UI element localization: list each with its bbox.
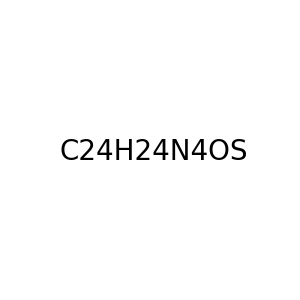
Text: C24H24N4OS: C24H24N4OS xyxy=(59,137,248,166)
